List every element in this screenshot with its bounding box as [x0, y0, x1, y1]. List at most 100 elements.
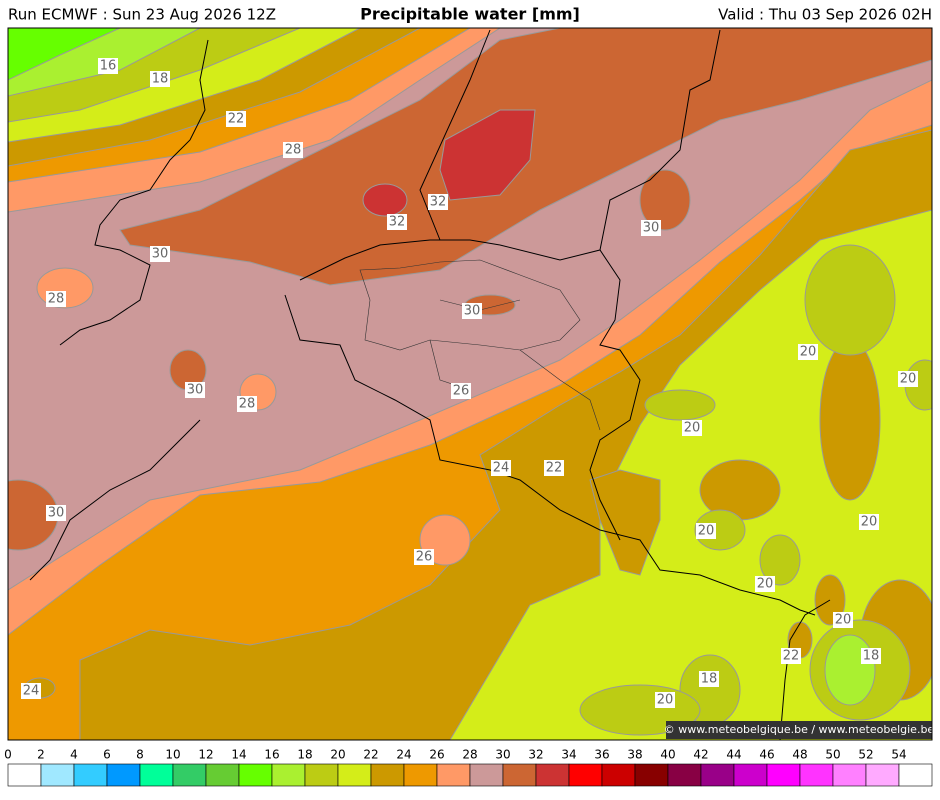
- contour-label-box: [491, 460, 511, 476]
- contour-label-box: [859, 514, 879, 530]
- legend-tick-label: 44: [726, 748, 741, 762]
- legend-swatch: [733, 763, 768, 787]
- legend-swatch: [73, 763, 108, 787]
- contour-label: 24: [23, 684, 40, 699]
- legend-swatch: [568, 763, 603, 787]
- contour-label-box: [641, 220, 661, 236]
- credit: © www.meteobelgique.be / www.meteobelgie…: [664, 723, 935, 736]
- contour-label-box: [283, 142, 303, 158]
- contour-label: 28: [239, 397, 256, 412]
- contour-label: 28: [285, 143, 302, 158]
- contour-label: 16: [100, 59, 117, 74]
- contour-region: [759, 534, 801, 586]
- legend-swatch: [469, 763, 504, 787]
- contour-region: [589, 469, 661, 576]
- legend-tick-label: 40: [660, 748, 675, 762]
- contour-label: 18: [701, 672, 718, 687]
- legend-swatch: [667, 763, 702, 787]
- contour-label: 20: [657, 693, 674, 708]
- contour-label-box: [798, 344, 818, 360]
- contour-region: [819, 339, 881, 501]
- contour-labels: 16 18 22 28 32 32 30 30 28 30 20 20 30 28 26 20 24 22 30 20…: [21, 58, 918, 708]
- legend-tick-label: 24: [396, 748, 411, 762]
- legend-tick-label: 50: [825, 748, 840, 762]
- legend-tick-label: 26: [429, 748, 444, 762]
- legend-tick-label: 32: [528, 748, 543, 762]
- contour-region: [449, 209, 932, 740]
- legend-tick-label: 20: [330, 748, 345, 762]
- contour-label-box: [699, 671, 719, 687]
- contour-label-box: [682, 420, 702, 436]
- legend-swatch: [865, 763, 900, 787]
- contour-label: 30: [187, 383, 204, 398]
- contour-label: 32: [389, 215, 406, 230]
- contour-region: [639, 169, 691, 231]
- legend-tick-label: 30: [495, 748, 510, 762]
- contour-label: 20: [835, 613, 852, 628]
- run-info: Run ECMWF : Sun 23 Aug 2026 12Z: [8, 6, 276, 24]
- contour-label: 20: [861, 515, 878, 530]
- legend-tick-label: 16: [264, 748, 279, 762]
- legend-swatch: [271, 763, 306, 787]
- legend-tick-label: 12: [198, 748, 213, 762]
- legend-swatch: [139, 763, 174, 787]
- legend-tick-label: 38: [627, 748, 642, 762]
- contour-label: 32: [430, 195, 447, 210]
- contour-label-box: [21, 683, 41, 699]
- legend-tick-label: 8: [136, 748, 144, 762]
- credit-box: [666, 721, 932, 739]
- legend-swatch: [898, 763, 933, 787]
- valid-time: Valid : Thu 03 Sep 2026 02H: [718, 6, 932, 24]
- legend-swatch: [799, 763, 834, 787]
- legend-swatch: [832, 763, 867, 787]
- color-legend: 0 2 4 6 8 10 12 14 16 18 20 22 24 26 28 30 32 34 36 38 40 42 4…: [4, 748, 933, 787]
- map-frame: [7, 27, 933, 741]
- contour-region: [362, 183, 408, 217]
- contour-label-box: [387, 214, 407, 230]
- contour-label-box: [451, 383, 471, 399]
- contour-label-box: [150, 71, 170, 87]
- contour-label: 22: [546, 461, 563, 476]
- legend-swatch: [172, 763, 207, 787]
- contour-label-box: [544, 460, 564, 476]
- contour-label-box: [781, 648, 801, 664]
- contour-label-box: [898, 371, 918, 387]
- contour-label: 26: [416, 550, 433, 565]
- legend-swatch: [304, 763, 339, 787]
- contour-label: 22: [783, 649, 800, 664]
- legend-swatch: [601, 763, 636, 787]
- borders: [29, 29, 831, 740]
- legend-tick-label: 4: [70, 748, 78, 762]
- contour-label: 18: [863, 649, 880, 664]
- contour-region: [439, 109, 536, 201]
- contour-label-box: [46, 291, 66, 307]
- legend-swatch: [766, 763, 801, 787]
- legend-swatch: [40, 763, 75, 787]
- legend-tick-label: 2: [37, 748, 45, 762]
- contour-label-box: [226, 111, 246, 127]
- contour-label-box: [46, 505, 66, 521]
- legend-swatch: [634, 763, 669, 787]
- legend-swatch: [370, 763, 405, 787]
- legend-swatch: [403, 763, 438, 787]
- legend-swatch: [502, 763, 537, 787]
- legend-swatch: [535, 763, 570, 787]
- legend-tick-label: 34: [561, 748, 576, 762]
- contour-label-box: [414, 549, 434, 565]
- contour-label: 30: [48, 506, 65, 521]
- legend-tick-label: 28: [462, 748, 477, 762]
- contour-label: 18: [152, 72, 169, 87]
- contour-region: [8, 28, 121, 81]
- contour-label: 20: [698, 524, 715, 539]
- legend-swatch: [700, 763, 735, 787]
- contour-label-box: [861, 648, 881, 664]
- contour-region: [804, 244, 896, 356]
- contour-label-box: [755, 576, 775, 592]
- legend-tick-label: 46: [759, 748, 774, 762]
- legend-swatch: [238, 763, 273, 787]
- contour-label-box: [185, 382, 205, 398]
- legend-tick-label: 10: [165, 748, 180, 762]
- legend-tick-label: 0: [4, 748, 12, 762]
- legend-tick-label: 6: [103, 748, 111, 762]
